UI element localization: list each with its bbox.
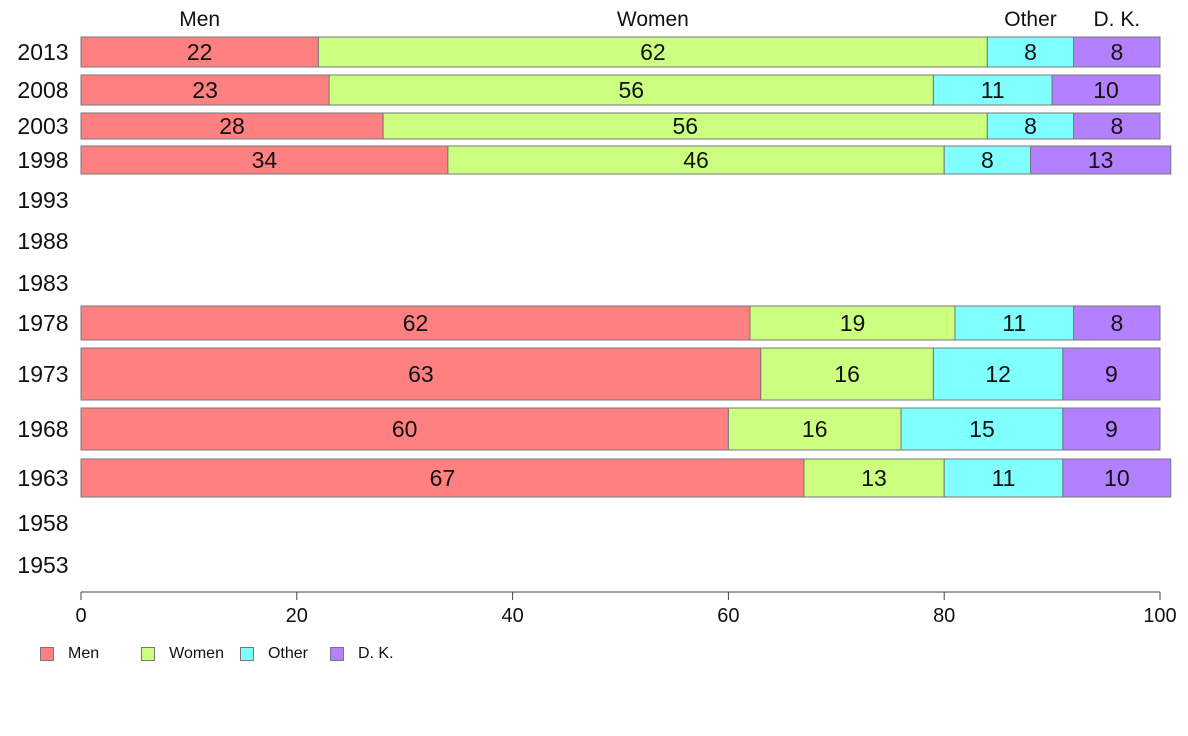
legend-swatch-women — [141, 647, 156, 661]
legend-swatch-dk — [329, 647, 344, 661]
year-label-1993: 1993 — [17, 187, 68, 213]
data-label-2008-dk: 10 — [1093, 77, 1119, 103]
x-tick-label-40: 40 — [501, 605, 523, 627]
bar-1968-men — [80, 407, 729, 451]
data-label-1968-women: 16 — [802, 416, 828, 442]
data-label-1978-men: 62 — [403, 310, 429, 336]
year-label-1958: 1958 — [17, 510, 68, 536]
data-label-1978-women: 19 — [840, 310, 866, 336]
data-label-1998-dk: 13 — [1088, 147, 1114, 173]
year-label-1963: 1963 — [17, 465, 68, 491]
top-label-dk: D. K. — [1093, 8, 1140, 31]
data-label-1973-women: 16 — [834, 361, 860, 387]
legend-label-dk: D. K. — [357, 645, 394, 662]
year-label-1968: 1968 — [17, 416, 68, 442]
bar-1963-dk — [1062, 458, 1172, 498]
legend-swatch-other — [239, 647, 254, 661]
bar-2003-women — [382, 112, 988, 140]
bar-1973-dk — [1062, 347, 1161, 401]
legend-swatch-men — [40, 647, 54, 661]
legend-label-other: Other — [267, 645, 308, 662]
bar-2003-dk — [1073, 112, 1161, 140]
data-label-2013-women: 62 — [640, 39, 666, 65]
bar-2008-dk — [1051, 74, 1161, 106]
legend-label-women: Women — [169, 645, 224, 662]
bar-1968-dk — [1062, 407, 1161, 451]
year-label-2003: 2003 — [17, 113, 68, 139]
data-label-1998-women: 46 — [683, 147, 709, 173]
bar-1978-men — [80, 305, 751, 341]
bar-1973-men — [80, 347, 762, 401]
bar-1998-men — [80, 145, 449, 175]
data-label-2008-men: 23 — [192, 77, 218, 103]
data-label-1973-dk: 9 — [1105, 361, 1118, 387]
bar-2013-men — [80, 36, 319, 68]
data-label-1978-other: 11 — [1002, 310, 1026, 336]
data-label-2003-women: 56 — [672, 113, 698, 139]
data-label-2008-other: 11 — [981, 77, 1005, 103]
data-label-1963-men: 67 — [430, 465, 456, 491]
bar-2008-men — [80, 74, 330, 106]
year-label-2008: 2008 — [17, 77, 68, 103]
data-label-1963-dk: 10 — [1104, 465, 1130, 491]
legend-label-men: Men — [68, 645, 100, 662]
data-label-2013-other: 8 — [1024, 39, 1037, 65]
data-label-1968-dk: 9 — [1105, 416, 1118, 442]
data-label-1998-men: 34 — [252, 147, 278, 173]
bar-1978-other — [954, 305, 1075, 341]
data-label-1973-men: 63 — [408, 361, 434, 387]
x-tick-label-80: 80 — [933, 605, 955, 627]
data-label-2003-other: 8 — [1024, 113, 1037, 139]
year-label-1978: 1978 — [17, 310, 68, 336]
data-label-1968-other: 15 — [969, 416, 995, 442]
data-label-2008-women: 56 — [618, 77, 644, 103]
bar-1973-other — [932, 347, 1064, 401]
bar-1998-women — [447, 145, 945, 175]
bar-1978-dk — [1073, 305, 1161, 341]
bar-1963-men — [80, 458, 805, 498]
year-label-1983: 1983 — [17, 270, 68, 296]
year-label-2013: 2013 — [17, 39, 68, 65]
data-label-1968-men: 60 — [392, 416, 418, 442]
data-label-1963-women: 13 — [861, 465, 887, 491]
bar-2013-other — [986, 36, 1075, 68]
bar-1978-women — [749, 305, 956, 341]
x-tick-label-100: 100 — [1143, 605, 1176, 627]
data-label-2003-men: 28 — [219, 113, 245, 139]
legend-item-dk: D. K. — [329, 645, 394, 663]
top-label-men: Men — [179, 8, 220, 31]
year-label-1973: 1973 — [17, 361, 68, 387]
data-label-2013-dk: 8 — [1110, 39, 1123, 65]
bar-1968-other — [900, 407, 1064, 451]
year-label-1988: 1988 — [17, 228, 68, 254]
top-label-women: Women — [617, 8, 689, 31]
bar-1998-dk — [1030, 145, 1172, 175]
data-label-2003-dk: 8 — [1110, 113, 1123, 139]
top-label-other: Other — [1004, 8, 1057, 31]
bar-2008-women — [328, 74, 934, 106]
year-label-1953: 1953 — [17, 552, 68, 578]
bar-2013-women — [317, 36, 988, 68]
bar-2013-dk — [1073, 36, 1161, 68]
bar-2003-men — [80, 112, 384, 140]
data-label-2013-men: 22 — [187, 39, 213, 65]
x-tick-label-60: 60 — [717, 605, 739, 627]
data-label-1978-dk: 8 — [1110, 310, 1123, 336]
year-label-1998: 1998 — [17, 147, 68, 173]
bar-1963-other — [943, 458, 1064, 498]
legend-item-men: Men — [40, 645, 99, 663]
data-label-1973-other: 12 — [985, 361, 1011, 387]
bar-1973-women — [760, 347, 934, 401]
data-label-1998-other: 8 — [981, 147, 994, 173]
bar-2008-other — [932, 74, 1053, 106]
x-tick-label-0: 0 — [75, 605, 86, 627]
legend-item-other: Other — [239, 645, 308, 663]
legend: Men Women Other D. K. — [40, 645, 416, 663]
data-label-1963-other: 11 — [992, 465, 1016, 491]
x-tick-label-20: 20 — [286, 605, 308, 627]
legend-item-women: Women — [141, 645, 224, 663]
